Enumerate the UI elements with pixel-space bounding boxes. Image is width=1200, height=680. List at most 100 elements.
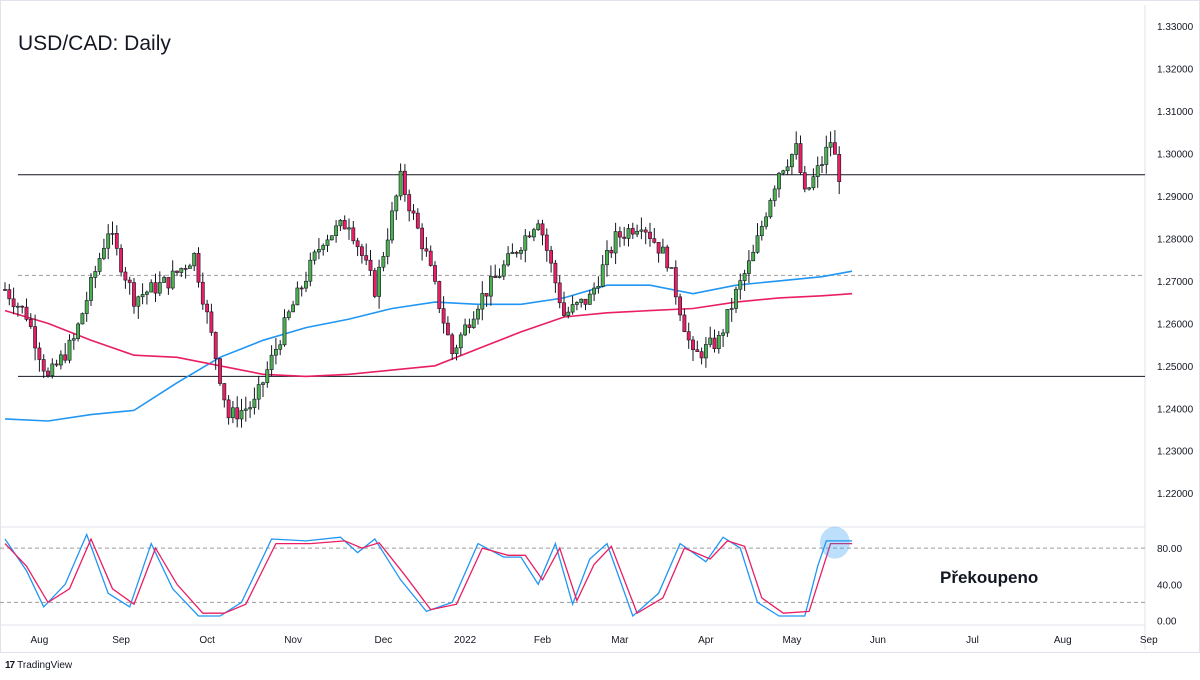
time-tick-label: Feb [534,635,552,646]
candle-bullish [252,398,257,408]
candlestick-layer [3,130,842,428]
candle-bullish [742,273,747,281]
candle-bearish [63,354,68,361]
candle-bullish [501,264,506,277]
candle-bullish [312,251,317,261]
price-tick-label: 1.27000 [1157,277,1194,288]
candle-bullish [600,264,605,287]
candle-bullish [815,165,820,178]
candle-bearish [673,267,678,298]
candle-bearish [798,143,803,173]
candle-bearish [7,289,12,300]
candle-bullish [751,251,756,262]
candle-bullish [519,249,523,254]
candle-bearish [226,399,231,419]
candle-bullish [781,170,786,174]
candle-bullish [480,293,485,310]
price-tick-label: 1.31000 [1157,107,1194,118]
candle-bullish [67,339,72,361]
candle-bearish [359,246,364,256]
candle-bearish [153,282,158,294]
candle-bearish [445,322,450,336]
candle-bearish [3,289,7,291]
price-tick-label: 1.23000 [1157,447,1194,458]
candle-bullish [570,304,575,313]
overbought-highlight-marker [819,526,850,559]
candle-bullish [746,260,751,274]
candle-bearish [643,229,648,233]
candle-bearish [368,259,373,271]
candle-bullish [635,230,640,235]
time-tick-label: Jul [966,635,979,646]
candle-bullish [703,344,708,359]
candle-bearish [617,231,622,238]
candle-bearish [342,220,347,230]
time-tick-label: Aug [1054,635,1072,646]
candle-bearish [37,347,42,360]
candle-bullish [716,335,721,349]
candle-bullish [110,233,115,235]
candle-bullish [278,344,283,350]
candle-bullish [531,229,536,238]
candle-bearish [437,281,442,309]
candle-bearish [493,275,498,278]
candle-bullish [772,188,777,201]
candle-bullish [265,369,270,384]
candle-bearish [450,334,455,355]
moving-average-layer [4,270,853,422]
candle-bearish [686,331,691,341]
candle-bearish [127,279,132,283]
candle-bearish [583,298,588,305]
candle-bullish [261,382,265,385]
candle-bullish [587,293,592,305]
candle-bearish [123,271,128,281]
candle-bullish [785,166,790,172]
candle-bearish [484,293,489,297]
candle-bearish [682,314,687,332]
candle-bullish [497,275,502,278]
candle-bearish [411,210,416,214]
candle-bullish [291,304,296,313]
candle-bearish [299,287,304,290]
candle-bullish [140,294,145,298]
candle-bearish [549,250,554,264]
candle-bearish [562,302,566,316]
price-tick-label: 1.30000 [1157,150,1194,161]
time-tick-label: 2022 [454,635,477,646]
candle-bearish [527,235,532,238]
candle-bearish [213,332,218,359]
candle-bearish [132,282,136,307]
candle-bullish [523,235,528,251]
candle-bullish [476,308,480,320]
candle-bearish [402,170,407,195]
time-tick-label: Oct [199,635,215,646]
candle-bullish [605,250,609,266]
tradingview-brand-text: TradingView [17,660,73,671]
candle-bearish [557,282,562,304]
candle-bullish [248,407,253,410]
candle-bullish [304,280,308,289]
candle-bullish [729,308,734,310]
candle-bullish [592,287,597,295]
candle-bearish [514,252,519,254]
candle-bearish [196,253,201,283]
candle-bearish [209,311,214,333]
candle-bullish [734,288,738,309]
time-tick-label: Apr [698,635,714,646]
time-axis: Aug Sep Oct Nov Dec 2022 Feb Mar Apr May Jun Jul Aug… [31,635,1159,646]
candle-bullish [321,245,326,250]
candle-bullish [381,256,386,268]
candle-bullish [807,187,812,190]
candle-bearish [699,351,704,359]
candle-bearish [364,255,369,261]
candle-bearish [433,265,437,282]
candle-bearish [609,250,614,254]
candle-bullish [820,164,824,166]
stoch-tick-label: 80.00 [1157,544,1182,555]
candle-bullish [162,277,167,283]
tradingview-logo-icon: 17 [5,660,15,671]
candle-bearish [119,248,124,273]
candle-bullish [626,228,631,239]
candle-bearish [407,194,412,212]
